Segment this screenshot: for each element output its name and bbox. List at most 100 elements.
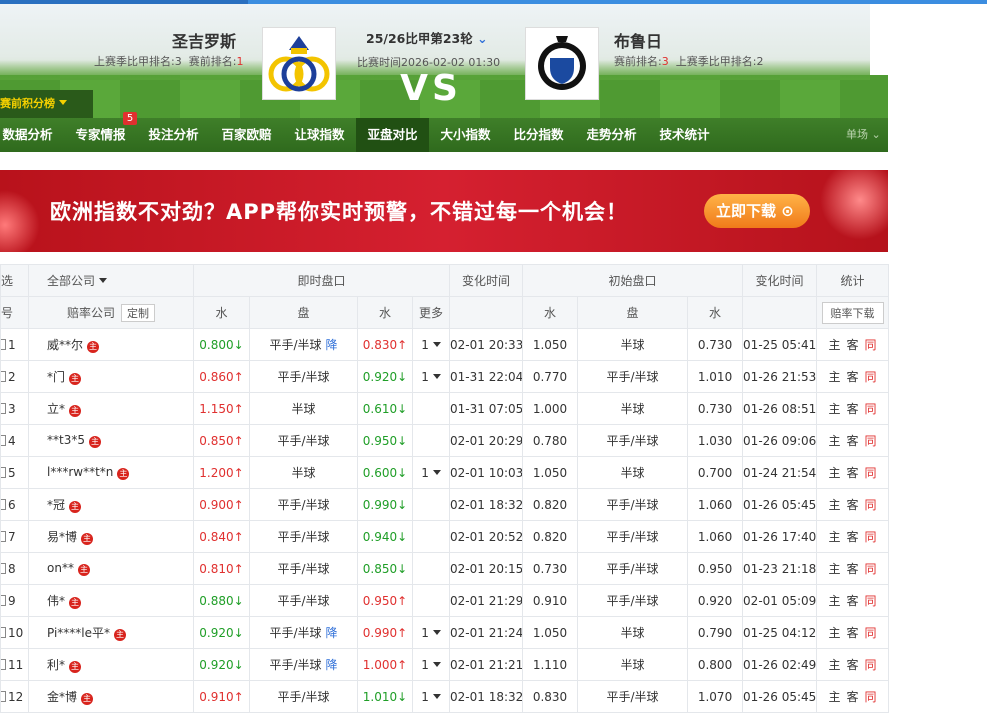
nav-item[interactable]: 百家欧赔 bbox=[221, 127, 272, 142]
stats-link[interactable]: 同 bbox=[864, 434, 877, 448]
cell-more[interactable]: 1 bbox=[411, 456, 451, 489]
stats-link[interactable]: 主 bbox=[828, 434, 841, 448]
checkbox[interactable] bbox=[1, 530, 6, 542]
stats-link[interactable]: 主 bbox=[828, 338, 841, 352]
nav-item[interactable]: 专家情报 bbox=[75, 127, 126, 142]
cell-more[interactable]: 1 bbox=[411, 648, 451, 681]
label: 上赛季比甲排名: bbox=[675, 55, 757, 68]
stats-link[interactable]: 主 bbox=[828, 658, 841, 672]
stats-link[interactable]: 客 bbox=[846, 690, 859, 704]
stats-link[interactable]: 客 bbox=[846, 370, 859, 384]
stats-link[interactable]: 主 bbox=[828, 626, 841, 640]
nav-item[interactable]: 亚盘对比 bbox=[356, 118, 429, 152]
stats-link[interactable]: 客 bbox=[846, 338, 859, 352]
checkbox[interactable] bbox=[1, 690, 6, 702]
checkbox[interactable] bbox=[1, 466, 6, 478]
cell-no: 10 bbox=[0, 616, 29, 649]
rank: 3 bbox=[174, 55, 182, 68]
company-name: 易*博 bbox=[47, 530, 78, 544]
checkbox[interactable] bbox=[1, 498, 6, 510]
header-text: 统计 bbox=[840, 274, 865, 288]
cell-init-home: 1.050 bbox=[522, 456, 579, 489]
stats-link[interactable]: 同 bbox=[864, 370, 877, 384]
cell-home: 0.840↑ bbox=[193, 520, 250, 553]
stats-link[interactable]: 主 bbox=[828, 690, 841, 704]
checkbox[interactable] bbox=[1, 338, 6, 350]
cell-more[interactable]: 1 bbox=[411, 360, 451, 393]
single-toggle[interactable]: 单场 ⌄ bbox=[846, 128, 881, 141]
checkbox[interactable] bbox=[1, 402, 6, 414]
subheader-row: 号赔率公司 定制水盘水更多水盘水赔率下载 bbox=[0, 296, 890, 329]
stats-link[interactable]: 主 bbox=[828, 466, 841, 480]
stats-link[interactable]: 客 bbox=[846, 626, 859, 640]
stats-link[interactable]: 主 bbox=[828, 370, 841, 384]
stats-link[interactable]: 客 bbox=[846, 402, 859, 416]
checkbox[interactable] bbox=[1, 626, 6, 638]
nav-item[interactable]: 走势分析 bbox=[586, 127, 637, 142]
cell-no: 8 bbox=[0, 552, 29, 585]
cell-more[interactable]: 1 bbox=[411, 680, 451, 713]
stats-link[interactable]: 主 bbox=[828, 498, 841, 512]
download-button[interactable]: 立即下载 ⊙ bbox=[704, 194, 810, 228]
stats-link[interactable]: 同 bbox=[864, 690, 877, 704]
nav-item[interactable]: 投注分析 bbox=[148, 127, 199, 142]
init-away-odds: 0.700 bbox=[697, 465, 733, 480]
home-odds: 0.900↑ bbox=[199, 497, 244, 512]
checkbox[interactable] bbox=[1, 434, 6, 446]
init-handicap: 半球 bbox=[620, 338, 645, 352]
stats-link[interactable]: 同 bbox=[864, 530, 877, 544]
stats-link[interactable]: 主 bbox=[828, 562, 841, 576]
checkbox[interactable] bbox=[1, 658, 6, 670]
cell-more[interactable]: 1 bbox=[411, 328, 451, 361]
cell-stats: 主客同 bbox=[816, 616, 890, 649]
nav-item[interactable]: 大小指数 bbox=[440, 127, 491, 142]
standings-button[interactable]: 赛前积分榜 bbox=[0, 90, 93, 118]
match-time: 比赛时间2026-02-02 01:30 bbox=[357, 56, 501, 69]
stats-link[interactable]: 同 bbox=[864, 594, 877, 608]
stats-link[interactable]: 客 bbox=[846, 530, 859, 544]
customize-button[interactable]: 定制 bbox=[121, 303, 155, 322]
download-odds-button[interactable]: 赔率下载 bbox=[821, 301, 884, 324]
header-cell[interactable]: 全部公司 bbox=[28, 264, 194, 297]
stats-link[interactable]: 客 bbox=[846, 594, 859, 608]
init-handicap: 平手/半球 bbox=[606, 562, 659, 576]
stats-link[interactable]: 主 bbox=[828, 594, 841, 608]
cell-company: 威**尔主 bbox=[28, 328, 194, 361]
ad-banner[interactable]: 欧洲指数不对劲？APP帮你实时预警，不错过每一个机会！ 立即下载 ⊙ bbox=[0, 170, 888, 252]
cell-init-time: 01-24 21:54 bbox=[742, 456, 818, 489]
stats-link[interactable]: 同 bbox=[864, 658, 877, 672]
cell-more[interactable]: 1 bbox=[411, 616, 451, 649]
header-cell: 赔率下载 bbox=[816, 296, 890, 329]
drop-tag: 降 bbox=[325, 658, 338, 672]
nav-item[interactable]: 让球指数 bbox=[294, 127, 345, 142]
stats-link[interactable]: 同 bbox=[864, 338, 877, 352]
nav-item[interactable]: 比分指数 bbox=[513, 127, 564, 142]
stats-link[interactable]: 同 bbox=[864, 498, 877, 512]
league-round[interactable]: 25/26比甲第23轮 ⌄ bbox=[366, 31, 488, 46]
cell-init-away: 1.070 bbox=[687, 680, 744, 713]
header-cell: 变化时间 bbox=[449, 264, 524, 297]
checkbox[interactable] bbox=[1, 370, 6, 382]
stats-link[interactable]: 客 bbox=[846, 498, 859, 512]
stats-link[interactable]: 主 bbox=[828, 530, 841, 544]
stats-link[interactable]: 同 bbox=[864, 402, 877, 416]
checkbox[interactable] bbox=[1, 562, 6, 574]
cell-time: 02-01 21:24 bbox=[449, 616, 524, 649]
stats-link[interactable]: 客 bbox=[846, 658, 859, 672]
row-number: 10 bbox=[8, 625, 24, 640]
stats-link[interactable]: 客 bbox=[846, 466, 859, 480]
nav-item[interactable]: 技术统计 bbox=[659, 127, 710, 142]
cell-time: 02-01 20:15 bbox=[449, 552, 524, 585]
stats-link[interactable]: 客 bbox=[846, 562, 859, 576]
stats-link[interactable]: 同 bbox=[864, 562, 877, 576]
stats-link[interactable]: 同 bbox=[864, 626, 877, 640]
checkbox[interactable] bbox=[1, 594, 6, 606]
cell-away: 0.950↑ bbox=[357, 584, 413, 617]
stats-link[interactable]: 同 bbox=[864, 466, 877, 480]
cell-init-away: 1.060 bbox=[687, 488, 744, 521]
stats-link[interactable]: 主 bbox=[828, 402, 841, 416]
cell-more bbox=[411, 488, 451, 521]
stats-link[interactable]: 客 bbox=[846, 434, 859, 448]
nav-item[interactable]: 数据分析 bbox=[2, 127, 53, 142]
odds-row: 3 立* 主 1.150↑ 半球 0.610↓ 01-31 07:05 1.000 半球 0.73… bbox=[0, 392, 890, 425]
